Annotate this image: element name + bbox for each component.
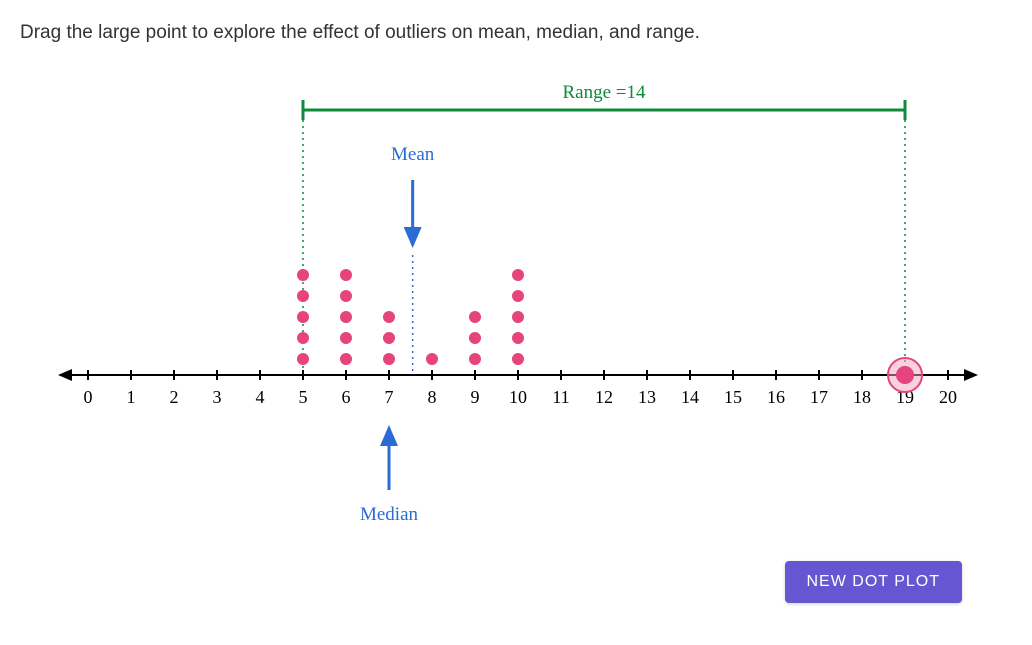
data-dot: [297, 332, 309, 344]
data-dot: [297, 269, 309, 281]
data-dot: [469, 353, 481, 365]
axis-tick-label: 0: [84, 387, 93, 407]
data-dot: [469, 332, 481, 344]
axis-tick-label: 12: [595, 387, 613, 407]
data-dot: [512, 332, 524, 344]
data-dot: [512, 290, 524, 302]
data-dot: [340, 269, 352, 281]
axis-tick-label: 8: [428, 387, 437, 407]
data-dot: [469, 311, 481, 323]
axis-tick-label: 4: [256, 387, 265, 407]
data-dot: [340, 290, 352, 302]
data-dot: [297, 353, 309, 365]
new-dot-plot-button[interactable]: NEW DOT PLOT: [785, 561, 963, 603]
axis-tick-label: 3: [213, 387, 222, 407]
data-dot: [340, 332, 352, 344]
axis-tick-label: 6: [342, 387, 351, 407]
axis-tick-label: 16: [767, 387, 785, 407]
axis-tick-label: 9: [471, 387, 480, 407]
axis-tick-label: 15: [724, 387, 742, 407]
axis-tick-label: 11: [552, 387, 569, 407]
axis-tick-label: 14: [681, 387, 699, 407]
mean-label: Mean: [391, 144, 435, 165]
median-label: Median: [360, 504, 419, 525]
axis-tick-label: 10: [509, 387, 527, 407]
instruction-text: Drag the large point to explore the effe…: [20, 22, 700, 44]
axis-tick-label: 5: [299, 387, 308, 407]
axis-tick-label: 2: [170, 387, 179, 407]
data-dot: [340, 311, 352, 323]
outlier-point[interactable]: [888, 358, 922, 392]
dot-plot-area: Range =14Mean012345678910111213141516171…: [0, 70, 1032, 550]
data-dot: [383, 332, 395, 344]
data-dot: [512, 311, 524, 323]
data-dot: [512, 269, 524, 281]
data-dot: [383, 311, 395, 323]
range-label: Range =14: [562, 82, 646, 103]
axis-tick-label: 20: [939, 387, 957, 407]
axis-tick-label: 17: [810, 387, 828, 407]
axis-tick-label: 1: [127, 387, 136, 407]
axis-tick-label: 18: [853, 387, 871, 407]
data-dot: [297, 290, 309, 302]
axis-tick-label: 7: [385, 387, 394, 407]
data-dot: [340, 353, 352, 365]
data-dot: [512, 353, 524, 365]
data-dot: [426, 353, 438, 365]
data-dot: [383, 353, 395, 365]
axis-tick-label: 13: [638, 387, 656, 407]
dot-plot-svg: Range =14Mean012345678910111213141516171…: [0, 70, 1032, 550]
data-dot: [297, 311, 309, 323]
